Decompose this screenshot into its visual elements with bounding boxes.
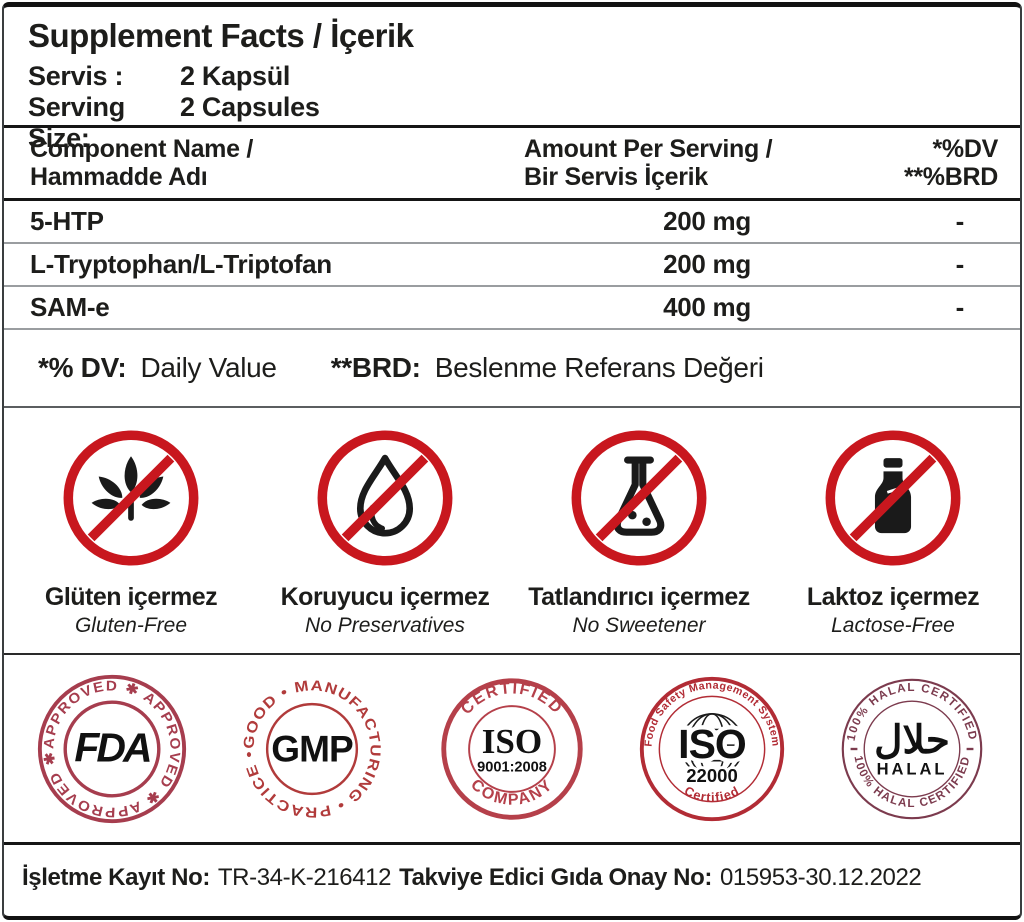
footnotes: *% DV: Daily Value **BRD: Beslenme Refer… xyxy=(4,330,1020,408)
claim-lactose-free: Laktoz içermez Lactose-Free xyxy=(766,422,1020,653)
halal-sub-text: HALAL xyxy=(877,759,948,778)
serving-label-tr: Servis : xyxy=(28,61,124,91)
iso22000-sub-text: 22000 xyxy=(686,765,738,786)
svg-text:CERTIFIED: CERTIFIED xyxy=(457,679,566,718)
iso9001-badge-icon: CERTIFIED COMPANY ISO 9001:2008 xyxy=(441,677,583,820)
serving-row-tr: Servis : 2 Kapsül xyxy=(28,61,1020,92)
fda-approved-badge-icon: APPROVED ✱ APPROVED ✱ APPROVED ✱ FDA xyxy=(37,674,187,823)
claim-title: Tatlandırıcı içermez xyxy=(528,583,750,611)
svg-text:Certified: Certified xyxy=(682,783,742,804)
ingredient-amount: 200 mg xyxy=(663,206,751,236)
footnote-dv-text: Daily Value xyxy=(140,352,277,383)
column-header-dv: *%DV **%BRD xyxy=(903,135,998,191)
globe-icon xyxy=(680,712,744,777)
iso9001-sub-text: 9001:2008 xyxy=(477,759,547,775)
fda-center-text: FDA xyxy=(74,724,150,770)
no-preservatives-icon xyxy=(317,430,453,566)
ingredient-name: SAM-e xyxy=(30,292,110,322)
ingredient-dv: - xyxy=(955,249,965,279)
footnote-dv-label: *% DV: xyxy=(38,352,127,383)
footnote-brd-label: **BRD: xyxy=(330,352,421,383)
svg-text:COMPANY: COMPANY xyxy=(467,775,557,808)
iso22000-badge-icon: Food Safety Management System Certified … xyxy=(639,676,785,821)
ingredient-name: L-Tryptophan/L-Triptofan xyxy=(30,249,332,279)
column-header-amount: Amount Per Serving / Bir Servis İçerik xyxy=(524,135,773,191)
gmp-center-text: GMP xyxy=(271,727,353,769)
ingredient-name: 5-HTP xyxy=(30,206,104,236)
claim-subtitle: No Preservatives xyxy=(305,614,465,637)
halal-badge-icon: 100% HALAL CERTIFIED 100% HALAL CERTIFIE… xyxy=(841,678,983,819)
claim-no-sweetener: Tatlandırıcı içermez No Sweetener xyxy=(512,422,766,653)
approval-number: 015953-30.12.2022 xyxy=(719,864,922,891)
serving-row-en: Serving Size: 2 Capsules xyxy=(28,92,1020,154)
no-sweetener-icon xyxy=(571,430,707,566)
table-row: SAM-e 400 mg - xyxy=(4,287,1020,330)
no-lactose-icon xyxy=(825,430,961,566)
halal-arabic-text: حلال xyxy=(874,718,950,761)
gmp-badge-icon: GOOD • MANUFACTURING • PRACTICE • GMP xyxy=(241,678,382,819)
no-gluten-icon xyxy=(63,430,199,566)
iso9001-center-text: ISO xyxy=(482,721,542,760)
claim-gluten-free: Glüten içermez Gluten-Free xyxy=(4,422,258,653)
claim-subtitle: No Sweetener xyxy=(572,614,706,637)
free-from-claims: Glüten içermez Gluten-Free Koruyucu içer… xyxy=(4,408,1020,655)
approval-label: Takviye Edici Gıda Onay No: xyxy=(399,864,712,891)
table-row: 5-HTP 200 mg - xyxy=(4,201,1020,244)
claim-no-preservatives: Koruyucu içermez No Preservatives xyxy=(258,422,512,653)
iso9001-top-text: CERTIFIED xyxy=(457,679,564,718)
table-header: Component Name / Hammadde Adı Amount Per… xyxy=(4,128,1020,201)
footnote-brd-text: Beslenme Referans Değeri xyxy=(434,352,764,383)
label-header: Supplement Facts / İçerik Servis : 2 Kap… xyxy=(4,7,1020,153)
claim-title: Koruyucu içermez xyxy=(280,583,490,611)
serving-value-en: 2 Capsules xyxy=(180,92,320,122)
column-header-component: Component Name / Hammadde Adı xyxy=(30,135,253,191)
claim-subtitle: Gluten-Free xyxy=(74,614,188,637)
claim-subtitle: Lactose-Free xyxy=(831,614,955,637)
page-title: Supplement Facts / İçerik xyxy=(28,17,414,54)
ingredient-amount: 400 mg xyxy=(663,292,751,322)
registration-number: TR-34-K-216412 xyxy=(217,864,392,891)
iso22000-center-text: ISO xyxy=(678,720,746,766)
ingredient-dv: - xyxy=(955,292,965,322)
registration-footer: İşletme Kayıt No: TR-34-K-216412 Takviye… xyxy=(4,845,1020,911)
registration-label: İşletme Kayıt No: xyxy=(22,864,210,891)
claim-title: Glüten içermez xyxy=(44,583,218,611)
claim-title: Laktoz içermez xyxy=(806,583,980,611)
iso9001-bottom-text: COMPANY xyxy=(467,775,555,808)
ingredient-dv: - xyxy=(955,206,965,236)
certification-badges: APPROVED ✱ APPROVED ✱ APPROVED ✱ FDA GOO… xyxy=(4,655,1020,845)
serving-label-en: Serving Size: xyxy=(28,92,125,153)
iso22000-bottom-text: Certified xyxy=(682,783,741,804)
table-row: L-Tryptophan/L-Triptofan 200 mg - xyxy=(4,244,1020,287)
ingredient-amount: 200 mg xyxy=(663,249,751,279)
serving-value-tr: 2 Kapsül xyxy=(180,61,291,91)
